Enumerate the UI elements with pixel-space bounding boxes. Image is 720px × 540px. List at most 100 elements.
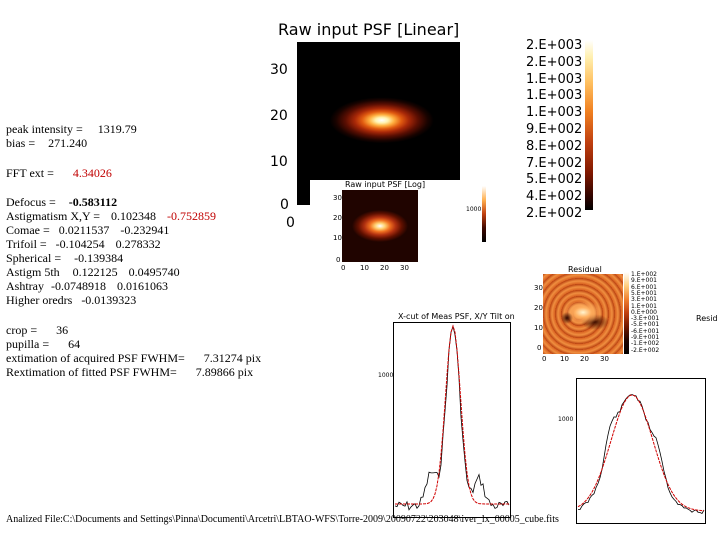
coma-row: Comae = 0.0211537 -0.232941 <box>6 223 169 237</box>
xcut-y-label: 1000 <box>378 372 394 379</box>
main-colorbar-label: 2.E+002 <box>526 206 583 221</box>
log-y-tick-10: 10 <box>333 234 342 242</box>
log-psf-heatmap <box>342 190 418 262</box>
astig5-label: Astigm 5th <box>6 265 60 279</box>
log-x-tick-0: 0 <box>341 264 346 272</box>
main-colorbar-label: 1.E+003 <box>526 105 583 121</box>
higher-orders-value: -0.0139323 <box>81 293 137 307</box>
residual-colorbar-label: 5.E+001 <box>631 289 657 297</box>
residual-side-label: Resid <box>696 314 718 323</box>
bias-row: bias = 271.240 <box>6 136 87 150</box>
spherical-row: Spherical = -0.139384 <box>6 251 123 265</box>
main-colorbar-label: 2.E+003 <box>526 38 583 53</box>
defocus-row: Defocus = -0.583112 <box>6 195 117 209</box>
residual-y-tick-30: 30 <box>534 284 543 292</box>
fft-ext-label: FFT ext = <box>6 166 54 180</box>
acquired-fwhm-row: extimation of acquired PSF FWHM= 7.31274… <box>6 351 261 365</box>
trifoil-x: -0.104254 <box>55 237 105 251</box>
xcut-plot-panel <box>372 308 522 524</box>
residual-colorbar-label: -2.E+002 <box>631 346 660 354</box>
residual-colorbar-label: 9.E+001 <box>631 277 657 285</box>
residual-colorbar-label: 0.E+000 <box>631 308 657 316</box>
astig5-row: Astigm 5th 0.122125 0.0495740 <box>6 265 180 279</box>
main-y-tick-20: 20 <box>270 108 288 124</box>
pupilla-label: pupilla = <box>6 337 50 351</box>
residual-heatmap <box>543 274 623 354</box>
residual-colorbar <box>624 272 629 354</box>
log-x-tick-20: 20 <box>380 264 389 272</box>
bias-label: bias = <box>6 136 36 150</box>
main-colorbar-label: 1.E+003 <box>526 88 583 104</box>
log-colorbar <box>482 186 486 242</box>
trifoil-label: Trifoil = <box>6 237 47 251</box>
residual-colorbar-label: -1.E+002 <box>631 340 660 348</box>
coma-y: -0.232941 <box>120 223 170 237</box>
higher-orders-label: Higher oredrs <box>6 293 73 307</box>
pupilla-value: 64 <box>68 337 81 351</box>
log-colorbar-label: 1000 <box>466 206 482 213</box>
trifoil-y: 0.278332 <box>115 237 161 251</box>
peak-intensity-value: 1319.79 <box>97 122 137 136</box>
defocus-value: -0.583112 <box>68 195 118 209</box>
main-colorbar-label: 9.E+002 <box>526 122 583 137</box>
coma-x: 0.0211537 <box>58 223 110 237</box>
residual-colorbar-label: -6.E+001 <box>631 327 660 335</box>
pupilla-row: pupilla = 64 <box>6 337 80 351</box>
residual-colorbar-label: 6.E+001 <box>631 283 657 291</box>
ycut-plot <box>576 378 706 524</box>
xcut-plot <box>393 322 511 518</box>
main-plot-title: Raw input PSF [Linear] <box>278 20 460 39</box>
residual-colorbar-label: -5.E+001 <box>631 321 660 329</box>
residual-x-tick-30: 30 <box>600 355 609 363</box>
astigmatism-row: Astigmatism X,Y = 0.102348 -0.752859 <box>6 209 216 223</box>
main-colorbar-label: 5.E+002 <box>526 172 583 188</box>
main-y-tick-0: 0 <box>280 197 289 213</box>
crop-value: 36 <box>56 323 69 337</box>
main-x-tick-0: 0 <box>286 215 295 231</box>
ashtray-y: 0.0161063 <box>117 279 168 293</box>
crop-label: crop = <box>6 323 38 337</box>
spherical-label: Spherical = <box>6 251 62 265</box>
residual-colorbar-label: 3.E+001 <box>631 296 657 304</box>
log-x-tick-30: 30 <box>400 264 409 272</box>
fft-ext-value: 4.34026 <box>72 166 112 180</box>
coma-label: Comae = <box>6 223 50 237</box>
fitted-fwhm-row: Rextimation of fitted PSF FWHM= 7.89866 … <box>6 365 253 379</box>
main-colorbar <box>585 40 593 210</box>
ashtray-row: Ashtray -0.0748918 0.0161063 <box>6 279 168 293</box>
residual-plot-title: Residual <box>568 265 602 274</box>
residual-colorbar-label: 1.E+002 <box>631 271 657 278</box>
peak-intensity-row: peak intensity = 1319.79 <box>6 122 137 136</box>
log-plot-title: Raw input PSF [Log] <box>345 180 426 189</box>
log-y-tick-30: 30 <box>333 194 342 202</box>
log-x-tick-10: 10 <box>360 264 369 272</box>
main-colorbar-label: 2.E+003 <box>526 54 583 70</box>
main-colorbar-label: 8.E+002 <box>526 138 583 154</box>
ycut-y-label: 1000 <box>558 416 574 423</box>
ashtray-label: Ashtray <box>6 279 44 293</box>
acquired-fwhm-label: extimation of acquired PSF FWHM= <box>6 351 185 365</box>
log-y-tick-0: 0 <box>336 256 341 264</box>
residual-y-tick-0: 0 <box>537 344 542 352</box>
fitted-fwhm-value: 7.89866 pix <box>195 365 254 379</box>
main-colorbar-label: 1.E+003 <box>526 71 583 87</box>
main-colorbar-label: 7.E+002 <box>526 155 583 171</box>
main-psf-heatmap <box>297 42 460 205</box>
analyzed-file-path: Analized File:C:\Documents and Settings\… <box>6 514 559 525</box>
ycut-plot-panel <box>522 376 712 526</box>
higher-orders-row: Higher oredrs -0.0139323 <box>6 293 136 307</box>
astig5-x: 0.122125 <box>72 265 118 279</box>
residual-x-tick-10: 10 <box>560 355 569 363</box>
astigmatism-label: Astigmatism X,Y = <box>6 209 100 223</box>
xcut-plot-title: X-cut of Meas PSF, X/Y Tilt on <box>398 312 515 321</box>
spherical-value: -0.139384 <box>74 251 124 265</box>
crop-row: crop = 36 <box>6 323 68 337</box>
residual-colorbar-label: -9.E+001 <box>631 334 660 341</box>
residual-colorbar-label: 1.E+001 <box>631 302 657 310</box>
fitted-fwhm-label: Rextimation of fitted PSF FWHM= <box>6 365 177 379</box>
main-colorbar-label: 4.E+002 <box>526 189 583 205</box>
trifoil-row: Trifoil = -0.104254 0.278332 <box>6 237 161 251</box>
peak-intensity-label: peak intensity = <box>6 122 83 136</box>
astigmatism-x: 0.102348 <box>111 209 156 223</box>
residual-colorbar-label: -3.E+001 <box>631 315 660 323</box>
